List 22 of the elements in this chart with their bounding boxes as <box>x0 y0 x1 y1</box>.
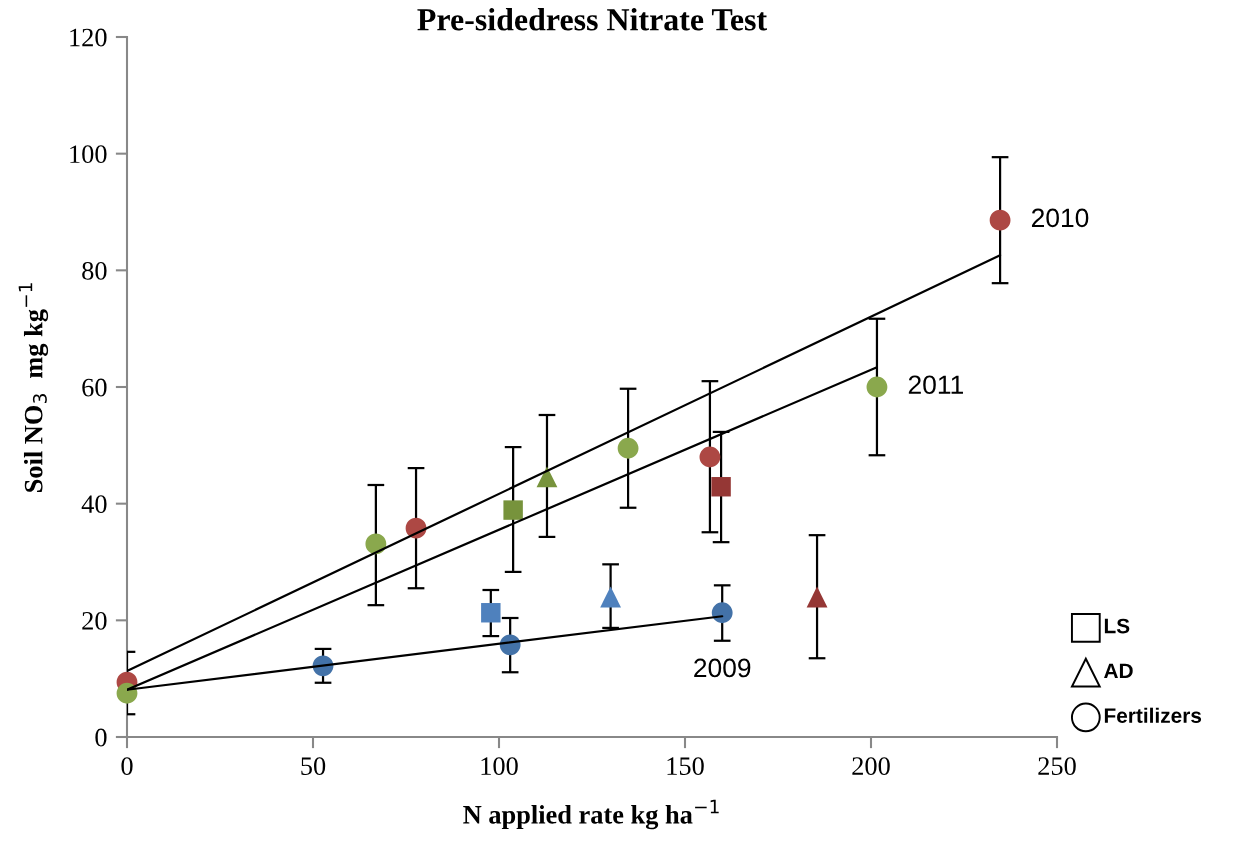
text: Fertilizers <box>1104 707 1202 723</box>
annotation: 2009 <box>694 658 751 678</box>
y-tick-label: 20 <box>82 611 107 630</box>
annotation: 2010 <box>1031 208 1089 228</box>
x-tick-label: 100 <box>481 757 518 776</box>
x-tick-label: 200 <box>852 757 890 776</box>
y-axis-title: Soil NO$_{3}$ mg kg$^{−1}$ <box>18 283 49 492</box>
y-tick-label: 40 <box>81 495 107 514</box>
x-axis-title: N applied rate kg ha$^{−1}$ <box>463 799 719 830</box>
y-tick-label: 120 <box>70 28 107 47</box>
text: AD <box>1104 663 1133 678</box>
y-tick-label: 60 <box>82 378 107 397</box>
x-tick-label: 0 <box>121 757 133 776</box>
x-tick-label: 50 <box>301 757 326 776</box>
chart-title: Pre-sidedress Nitrate Test <box>417 8 767 31</box>
y-tick-label: 100 <box>70 145 107 164</box>
x-tick-label: 250 <box>1038 757 1076 776</box>
text: LS <box>1104 618 1130 634</box>
annotation: 2011 <box>908 375 963 395</box>
y-tick-label: 80 <box>82 261 107 280</box>
y-tick-label: 0 <box>95 728 107 747</box>
x-tick-label: 150 <box>667 757 704 776</box>
